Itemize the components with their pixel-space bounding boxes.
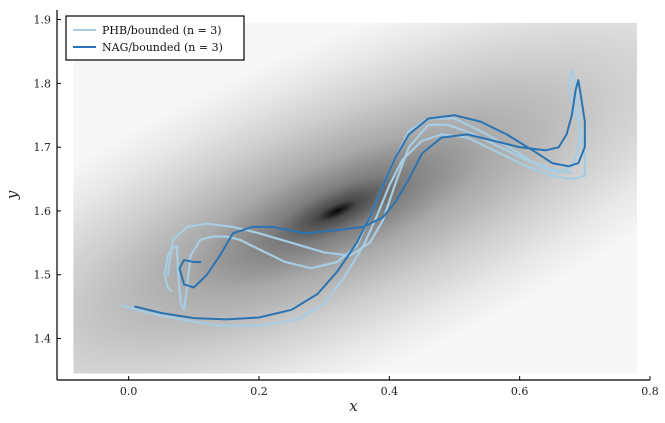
y-tick-label: 1.9	[34, 14, 52, 27]
y-tick-label: 1.4	[34, 333, 52, 346]
series-line-nag-0	[134, 79, 586, 321]
y-tick-label: 1.6	[34, 205, 52, 218]
y-axis-label: y	[3, 190, 21, 200]
x-tick-label: 0.0	[120, 385, 138, 398]
legend-label-nag: NAG/bounded (n = 3)	[102, 41, 223, 54]
x-tick-label: 0.8	[641, 385, 659, 398]
x-tick-label: 0.4	[381, 385, 399, 398]
x-tick-label: 0.2	[250, 385, 268, 398]
y-tick-label: 1.8	[34, 77, 52, 90]
y-tick-label: 1.7	[34, 141, 52, 154]
y-tick-label: 1.5	[34, 269, 52, 282]
x-axis-label: x	[349, 397, 358, 415]
legend: PHB/bounded (n = 3) NAG/bounded (n = 3)	[65, 15, 245, 61]
heatmap-field	[73, 22, 637, 374]
series-line-phb-1	[166, 123, 573, 276]
x-tick-label: 0.6	[511, 385, 529, 398]
axes: 0.0 0.2 0.4 0.6 0.8 1.4 1.5 1.6 1.7 1.8 1.9	[34, 10, 659, 398]
legend-box	[65, 15, 245, 61]
heatmap-background	[73, 22, 637, 374]
legend-label-phb: PHB/bounded (n = 3)	[102, 24, 222, 37]
series-layer	[121, 69, 586, 327]
